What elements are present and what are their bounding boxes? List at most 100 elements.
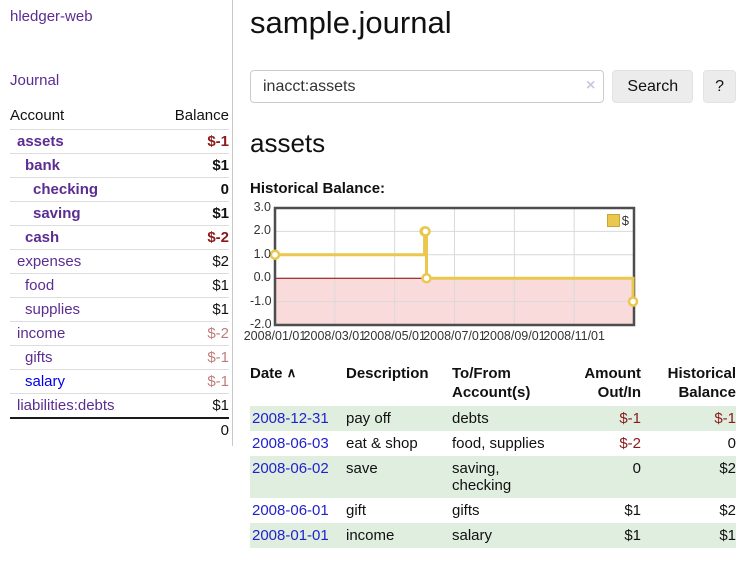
transaction-date-link[interactable]: 2008-12-31 (252, 410, 329, 427)
page-title: sample.journal (250, 5, 452, 40)
transaction-date-link[interactable]: 2008-01-01 (252, 527, 329, 544)
nav-journal: Journal (10, 72, 228, 90)
account-balance: $-1 (154, 129, 229, 154)
account-link-assets[interactable]: assets (17, 133, 64, 150)
account-row: bank $1 (10, 153, 229, 178)
date-column-header[interactable]: Date ∧ (250, 362, 346, 406)
account-link-bank[interactable]: bank (25, 157, 61, 174)
account-row: saving $1 (10, 201, 229, 226)
x-axis-tick-label: 2008/09/01 (483, 329, 546, 343)
transaction-date-link[interactable]: 2008-06-03 (252, 435, 329, 452)
account-row: cash $-2 (10, 225, 229, 250)
account-row: gifts $-1 (10, 345, 229, 370)
balance-column-header: Historical Balance (667, 365, 736, 401)
balance-column-header: Balance (174, 107, 229, 124)
account-row: checking 0 (10, 177, 229, 202)
journal-link[interactable]: Journal (10, 72, 60, 89)
account-row: expenses $2 (10, 249, 229, 274)
account-balance-table: Account Balance assets $-1 bank $1 check… (10, 104, 229, 442)
transaction-balance: $2 (719, 502, 736, 519)
search-box: × (250, 70, 605, 103)
help-button[interactable]: ? (703, 70, 736, 103)
transaction-amount: $-2 (619, 435, 641, 452)
account-row: supplies $1 (10, 297, 229, 322)
accounts-total-row: 0 (10, 417, 229, 442)
register-header-row: Date ∧ Description To/From Account(s) Am… (250, 362, 736, 406)
account-balance: $1 (154, 201, 229, 226)
account-link-expenses[interactable]: expenses (17, 253, 82, 270)
y-axis-tick-label: -1.0 (250, 293, 272, 308)
transaction-date-link[interactable]: 2008-06-02 (252, 460, 329, 477)
main-content: sample.journal × Search ? assets Histori… (244, 0, 736, 548)
search-input[interactable] (250, 70, 605, 103)
transaction-amount: $1 (624, 502, 641, 519)
brand-link[interactable]: hledger-web (10, 8, 93, 25)
account-link-saving[interactable]: saving (33, 205, 81, 222)
x-axis-tick-label: 2008/03/01 (303, 329, 367, 343)
account-balance: $-2 (154, 225, 229, 250)
transaction-description: gift (346, 502, 367, 519)
register-row: 2008-06-01 gift gifts $1 $2 (250, 498, 736, 523)
search-button[interactable]: Search (612, 70, 694, 103)
transaction-date-link[interactable]: 2008-06-01 (252, 502, 329, 519)
account-row: assets $-1 (10, 129, 229, 154)
plot-border (273, 206, 636, 327)
y-axis-tick-label: -2.0 (250, 317, 272, 331)
account-row: salary $-1 (10, 369, 229, 394)
account-balance: $-2 (154, 321, 229, 346)
register-row: 2008-06-02 save saving, checking 0 $2 (250, 456, 736, 498)
data-point-marker (420, 226, 431, 237)
transaction-accounts: debts (452, 410, 489, 427)
account-link-salary[interactable]: salary (25, 373, 66, 390)
account-balance: $-1 (154, 345, 229, 370)
y-axis-tick-label: 2.0 (253, 223, 271, 238)
transaction-amount: 0 (632, 460, 641, 477)
y-axis-tick-label: 1.0 (253, 246, 271, 261)
x-axis-tick-label: 2008/05/01 (363, 329, 426, 343)
account-balance: $1 (154, 297, 229, 322)
transaction-accounts: saving, checking (452, 460, 512, 494)
description-column-header: Description (346, 365, 429, 382)
chart-canvas[interactable] (250, 202, 736, 348)
transaction-accounts: salary (452, 527, 493, 544)
transaction-description: pay off (346, 410, 391, 427)
clear-search-icon[interactable]: × (586, 77, 596, 94)
register-table: Date ∧ Description To/From Account(s) Am… (250, 362, 736, 548)
account-link-liabilities-debts[interactable]: liabilities:debts (17, 397, 115, 414)
register-row: 2008-12-31 pay off debts $-1 $-1 (250, 406, 736, 431)
account-row: income $-2 (10, 321, 229, 346)
account-link-supplies[interactable]: supplies (25, 301, 81, 318)
transaction-balance: $1 (719, 527, 736, 544)
x-axis-tick-label: 2008/07/01 (423, 329, 486, 343)
account-balance: $2 (154, 249, 229, 274)
transaction-balance: 0 (727, 435, 736, 452)
transaction-description: save (346, 460, 378, 477)
amount-column-header: Amount Out/In (584, 365, 641, 401)
account-row: food $1 (10, 273, 229, 298)
account-link-checking[interactable]: checking (33, 181, 99, 198)
account-link-food[interactable]: food (25, 277, 55, 294)
account-link-gifts[interactable]: gifts (25, 349, 53, 366)
accounts-total-value: 0 (154, 417, 229, 442)
transaction-amount: $1 (624, 527, 641, 544)
chart-title: Historical Balance: (250, 180, 386, 197)
y-axis-tick-label: 0.0 (253, 270, 271, 285)
search-bar: × Search ? (250, 70, 736, 103)
data-point-marker (269, 249, 281, 261)
account-link-cash[interactable]: cash (25, 229, 60, 246)
register-row: 2008-06-03 eat & shop food, supplies $-2… (250, 431, 736, 456)
balance-chart[interactable]: 3.0 2.0 1.0 0.0 -1.0 -2.0 2008/01/01 2008/03/01… (244, 200, 736, 348)
account-row: liabilities:debts $1 (10, 393, 229, 418)
accounts-column-header: To/From Account(s) (452, 365, 531, 401)
transaction-description: eat & shop (346, 435, 418, 452)
legend-label: $ (621, 213, 629, 228)
y-axis-tick-label: 3.0 (253, 200, 271, 214)
account-table-header: Account Balance (10, 104, 229, 130)
account-link-income[interactable]: income (17, 325, 66, 342)
transaction-balance: $-1 (714, 410, 736, 427)
sidebar: hledger-web Journal Account Balance asse… (0, 0, 233, 446)
date-header-label: Date (250, 365, 283, 382)
transaction-accounts: food, supplies (452, 435, 545, 452)
transaction-balance: $2 (719, 460, 736, 477)
register-row: 2008-01-01 income salary $1 $1 (250, 523, 736, 548)
